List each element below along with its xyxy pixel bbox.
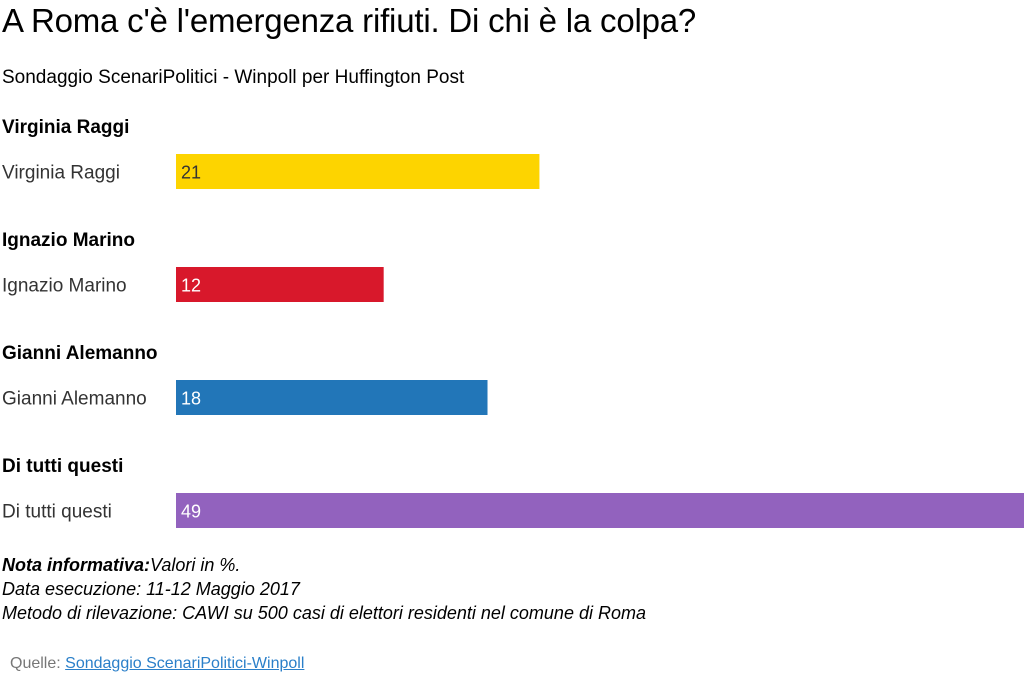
category-label: Ignazio Marino xyxy=(2,276,127,297)
chart-title: A Roma c'è l'emergenza rifiuti. Di chi è… xyxy=(2,2,697,39)
bar xyxy=(176,154,540,189)
nota-text: Valori in %. xyxy=(150,555,241,575)
nota-label: Nota informativa: xyxy=(2,555,151,575)
data-line: Data esecuzione: 11-12 Maggio 2017 xyxy=(2,579,300,599)
data-label: 49 xyxy=(181,502,201,522)
bar-chart: Virginia Raggi Virginia Raggi 21 Ignazio Ma… xyxy=(2,117,1024,528)
data-label: 18 xyxy=(181,389,201,409)
category-label: Di tutti questi xyxy=(2,502,112,523)
category-label: Virginia Raggi xyxy=(2,163,120,184)
group-title: Gianni Alemanno xyxy=(2,343,158,364)
bar xyxy=(176,380,488,415)
metodo-line: Metodo di rilevazione: CAWI su 500 casi … xyxy=(2,603,646,623)
group-title: Di tutti questi xyxy=(2,456,123,477)
notes: Nota informativa:Valori in %. Data esecu… xyxy=(2,553,646,625)
category-label: Gianni Alemanno xyxy=(2,389,147,410)
chart-subtitle: Sondaggio ScenariPolitici - Winpoll per … xyxy=(2,67,465,88)
group-title: Virginia Raggi xyxy=(2,117,129,138)
source-label: Quelle: xyxy=(10,655,61,672)
data-label: 12 xyxy=(181,276,201,296)
source-link[interactable]: Sondaggio ScenariPolitici-Winpoll xyxy=(65,655,305,672)
data-label: 21 xyxy=(181,163,201,183)
bar xyxy=(176,493,1024,528)
source-line: Quelle: Sondaggio ScenariPolitici-Winpol… xyxy=(10,655,304,673)
bar xyxy=(176,267,384,302)
group-title: Ignazio Marino xyxy=(2,230,135,251)
